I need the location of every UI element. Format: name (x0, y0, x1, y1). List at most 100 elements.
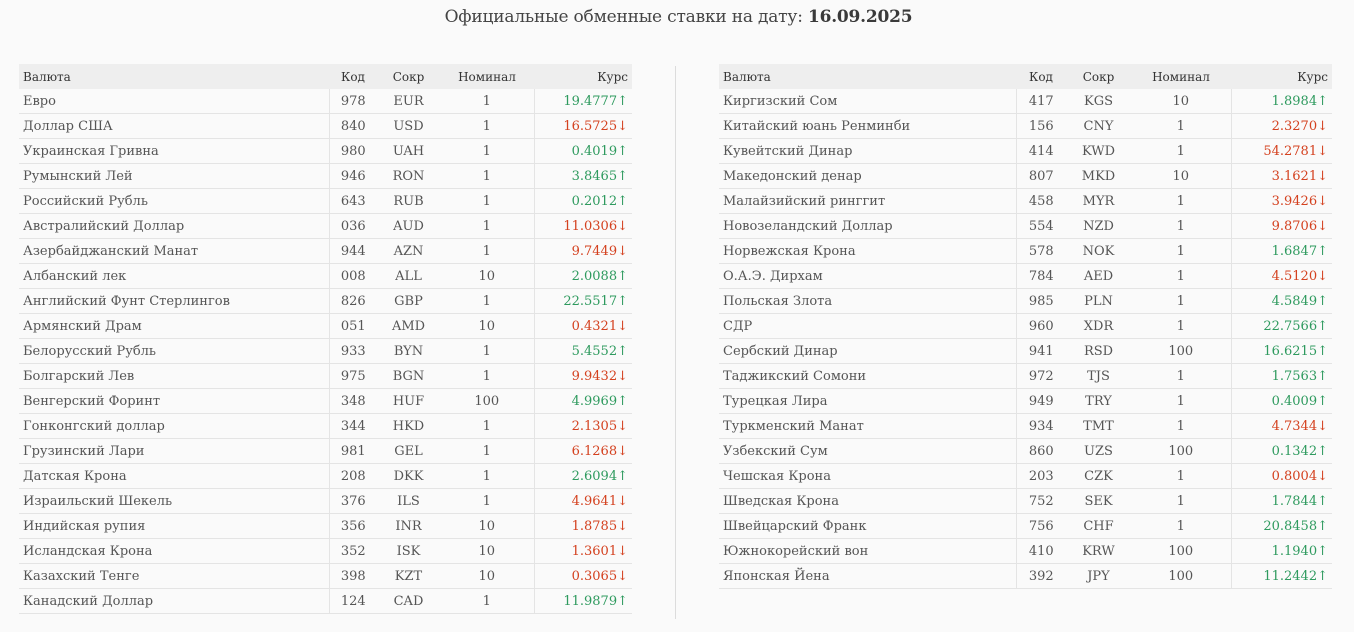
exchange-rate: 16.5725↓ (533, 113, 632, 139)
currency-code: 941 (1015, 338, 1066, 364)
currency-abbr: NZD (1066, 213, 1131, 239)
table-row: Чешская Крона 203 CZK 1 0.8004↓ (719, 463, 1332, 489)
currency-code: 756 (1015, 513, 1066, 539)
currency-code: 784 (1015, 263, 1066, 289)
column-header-nominal: Номинал (440, 64, 534, 89)
table-row: Израильский Шекель 376 ILS 1 4.9641↓ (19, 488, 632, 514)
table-header-row: Валюта Код Сокр Номинал Курс (719, 64, 1332, 89)
currency-abbr: RON (377, 163, 440, 189)
table-row: Польская Злота 985 PLN 1 4.5849↑ (719, 288, 1332, 314)
column-header-abbr: Сокр (377, 64, 440, 89)
currency-nominal: 1 (440, 463, 534, 489)
currency-abbr: ILS (377, 488, 440, 514)
table-row: Японская Йена 392 JPY 100 11.2442↑ (719, 563, 1332, 589)
table-row: Исландская Крона 352 ISK 10 1.3601↓ (19, 538, 632, 564)
currency-code: 933 (328, 338, 377, 364)
currency-abbr: KGS (1066, 89, 1131, 114)
exchange-rate: 4.7344↓ (1230, 413, 1332, 439)
exchange-rate: 1.3601↓ (533, 538, 632, 564)
currency-code: 417 (1015, 89, 1066, 114)
exchange-rate: 4.9969↑ (533, 388, 632, 414)
currency-code: 344 (328, 413, 377, 439)
column-header-currency: Валюта (719, 64, 1016, 89)
table-header-row: Валюта Код Сокр Номинал Курс (19, 64, 632, 89)
currency-nominal: 100 (1131, 438, 1231, 464)
currency-code: 392 (1015, 563, 1066, 589)
currency-name: Венгерский Форинт (19, 388, 329, 414)
currency-nominal: 10 (440, 313, 534, 339)
currency-name: Японская Йена (719, 563, 1016, 589)
currency-nominal: 1 (440, 163, 534, 189)
currency-abbr: CZK (1066, 463, 1131, 489)
currency-abbr: AUD (377, 213, 440, 239)
currency-name: Азербайджанский Манат (19, 238, 329, 264)
exchange-rate: 9.7449↓ (533, 238, 632, 264)
table-row: Кувейтский Динар 414 KWD 1 54.2781↓ (719, 138, 1332, 164)
currency-code: 981 (328, 438, 377, 464)
exchange-rate: 0.4019↑ (533, 138, 632, 164)
currency-nominal: 1 (1131, 288, 1231, 314)
currency-name: Армянский Драм (19, 313, 329, 339)
currency-abbr: CNY (1066, 113, 1131, 139)
table-row: Албанский лек 008 ALL 10 2.0088↑ (19, 263, 632, 289)
exchange-rate: 4.5120↓ (1230, 263, 1332, 289)
currency-nominal: 10 (440, 513, 534, 539)
currency-name: Шведская Крона (719, 488, 1016, 514)
table-row: О.А.Э. Дирхам 784 AED 1 4.5120↓ (719, 263, 1332, 289)
currency-code: 554 (1015, 213, 1066, 239)
currency-nominal: 1 (440, 138, 534, 164)
table-row: Доллар США 840 USD 1 16.5725↓ (19, 113, 632, 139)
currency-nominal: 1 (1131, 263, 1231, 289)
exchange-rate: 0.4009↑ (1230, 388, 1332, 414)
currency-nominal: 1 (440, 238, 534, 264)
currency-name: Гонконгский доллар (19, 413, 329, 439)
currency-abbr: USD (377, 113, 440, 139)
currency-name: Сербский Динар (719, 338, 1016, 364)
currency-code: 949 (1015, 388, 1066, 414)
table-row: Сербский Динар 941 RSD 100 16.6215↑ (719, 338, 1332, 364)
table-row: Украинская Гривна 980 UAH 1 0.4019↑ (19, 138, 632, 164)
currency-abbr: TJS (1066, 363, 1131, 389)
currency-name: Кувейтский Динар (719, 138, 1016, 164)
rate-date: 16.09.2025 (807, 7, 913, 27)
exchange-rate: 0.4321↓ (533, 313, 632, 339)
currency-abbr: KWD (1066, 138, 1131, 164)
currency-code: 356 (328, 513, 377, 539)
exchange-rate: 6.1268↓ (533, 438, 632, 464)
currency-code: 975 (328, 363, 377, 389)
currency-abbr: GBP (377, 288, 440, 314)
column-header-code: Код (329, 64, 377, 89)
currency-abbr: PLN (1066, 288, 1131, 314)
exchange-rate: 20.8458↑ (1230, 513, 1332, 539)
currency-abbr: TMT (1066, 413, 1131, 439)
exchange-rate: 3.1621↓ (1230, 163, 1332, 189)
currency-name: Норвежская Крона (719, 238, 1016, 264)
currency-code: 752 (1015, 488, 1066, 514)
currency-code: 985 (1015, 288, 1066, 314)
table-row: Македонский денар 807 MKD 10 3.1621↓ (719, 163, 1332, 189)
page-title-text: Официальные обменные ставки на дату: (444, 7, 803, 27)
table-row: Таджикский Сомони 972 TJS 1 1.7563↑ (719, 363, 1332, 389)
exchange-rate: 1.1940↑ (1230, 538, 1332, 564)
column-divider (675, 66, 676, 619)
table-row: Азербайджанский Манат 944 AZN 1 9.7449↓ (19, 238, 632, 264)
currency-name: Грузинский Лари (19, 438, 329, 464)
currency-name: Узбекский Сум (719, 438, 1016, 464)
exchange-rate: 11.9879↑ (533, 588, 632, 614)
rates-table-left-body: Евро 978 EUR 1 19.4777↑ Доллар США 840 USD 1 16.5… (19, 89, 632, 614)
exchange-rate: 2.1305↓ (533, 413, 632, 439)
table-row: Китайский юань Ренминби 156 CNY 1 2.3270↓ (719, 113, 1332, 139)
currency-abbr: KZT (377, 563, 440, 589)
currency-nominal: 1 (1131, 238, 1231, 264)
table-row: Узбекский Сум 860 UZS 100 0.1342↑ (719, 438, 1332, 464)
currency-code: 807 (1015, 163, 1066, 189)
currency-nominal: 100 (1131, 538, 1231, 564)
column-header-rate: Курс (1231, 64, 1332, 89)
currency-abbr: HKD (377, 413, 440, 439)
table-row: Армянский Драм 051 AMD 10 0.4321↓ (19, 313, 632, 339)
currency-code: 156 (1015, 113, 1066, 139)
exchange-rate: 22.7566↑ (1230, 313, 1332, 339)
currency-code: 980 (328, 138, 377, 164)
currency-code: 944 (328, 238, 377, 264)
currency-nominal: 1 (440, 338, 534, 364)
